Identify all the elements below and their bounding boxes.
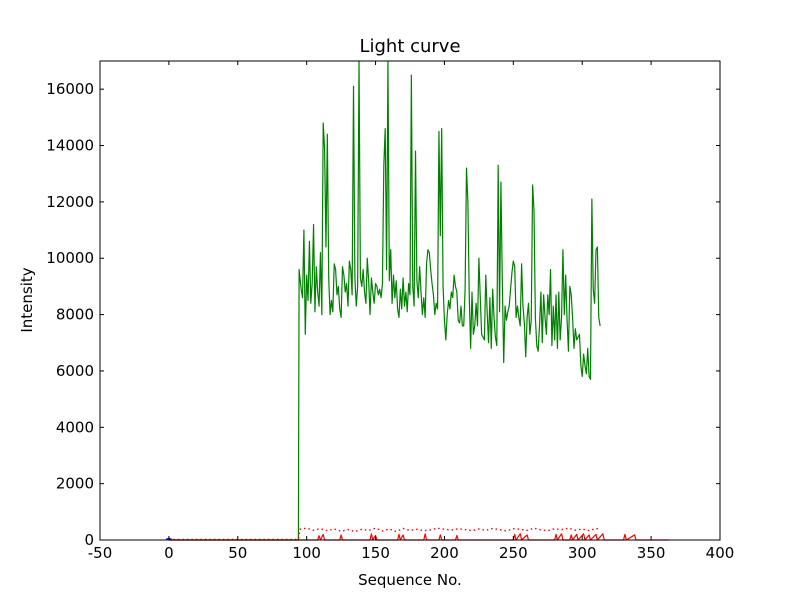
- y-tick-label: 14000: [46, 137, 94, 155]
- series-line-0: [168, 60, 601, 541]
- y-tick-label: 0: [84, 531, 94, 549]
- y-tick-label: 6000: [56, 362, 94, 380]
- x-tick-label: -50: [88, 544, 113, 562]
- x-tick-label: 100: [292, 544, 321, 562]
- y-tick-label: 12000: [46, 193, 94, 211]
- x-tick-label: 0: [164, 544, 174, 562]
- x-tick-label: 300: [568, 544, 597, 562]
- x-tick-label: 200: [430, 544, 459, 562]
- y-tick-label: 16000: [46, 80, 94, 98]
- ticks-layer: -50 0 50 100 150 200 250 300 350 4000200040006000…: [46, 61, 734, 562]
- y-tick-label: 4000: [56, 418, 94, 436]
- x-axis-label: Sequence No.: [358, 571, 462, 589]
- y-tick-label: 2000: [56, 475, 94, 493]
- series-line-2: [168, 533, 670, 541]
- series-layer: [165, 60, 670, 541]
- x-tick-label: 150: [361, 544, 390, 562]
- y-tick-label: 10000: [46, 249, 94, 267]
- x-tick-label: 400: [706, 544, 735, 562]
- series-line-1: [168, 527, 601, 541]
- x-tick-label: 50: [228, 544, 247, 562]
- x-tick-label: 250: [499, 544, 528, 562]
- plot-area-frame: [99, 60, 721, 541]
- y-axis-label: Intensity: [18, 267, 36, 332]
- x-tick-label: 350: [637, 544, 666, 562]
- y-tick-label: 8000: [56, 306, 94, 324]
- chart-title: Light curve: [359, 36, 460, 57]
